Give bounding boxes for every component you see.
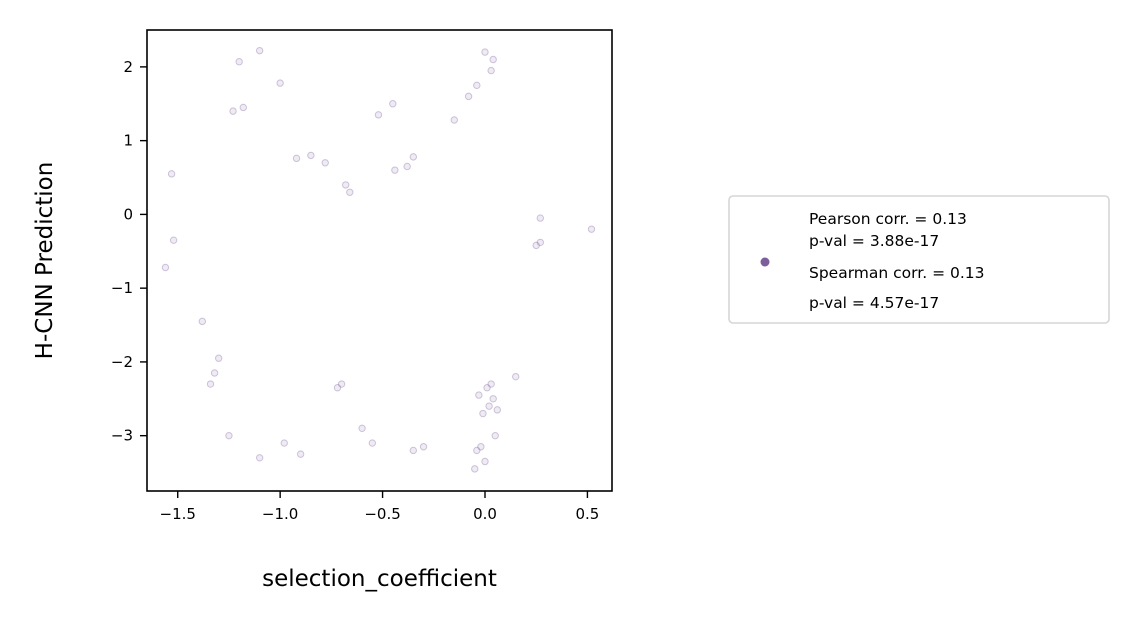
y-tick-label: 2 [123,58,133,76]
y-tick-label: 0 [123,205,133,223]
scatter-point [493,406,501,414]
y-tick-label: −3 [111,427,133,445]
scatter-point [169,236,178,244]
scatter-point [280,439,288,447]
y-tick-label: −1 [111,279,133,297]
scatter-point [214,354,223,362]
scatter-point [307,151,315,160]
x-tick-label: 0.0 [473,505,497,523]
scatter-point [276,79,284,87]
scatter-point [512,372,520,381]
scatter-point [255,46,264,55]
scatter-point [346,188,354,196]
x-axis: −1.5 −1.0 −0.5 0.0 0.5 [160,491,599,523]
y-tick-label: 1 [123,132,133,150]
scatter-point [198,317,207,326]
scatter-point [471,465,479,473]
scatter-point [235,58,243,66]
scatter-point [333,384,342,392]
legend-marker [760,257,770,267]
scatter-point [481,48,489,56]
scatter-point [532,241,540,250]
scatter-point [368,439,377,447]
scatter-point [464,92,473,101]
scatter-point [239,103,247,112]
y-axis-label: H-CNN Prediction [32,162,58,360]
plot-background [147,30,612,491]
scatter-point [210,369,219,377]
scatter-point [536,214,545,222]
legend: Pearson corr. = 0.13 p-val = 3.88e-17 Sp… [728,195,1110,324]
scatter-point [473,446,481,455]
scatter-point [225,431,233,440]
scatter-point [536,238,545,247]
scatter-point [485,402,493,410]
scatter-point [337,380,346,388]
x-tick-label: −1.5 [160,505,196,523]
scatter-point [358,424,366,433]
scatter-point [419,443,428,451]
y-tick-label: −2 [111,353,133,371]
scatter-point [389,100,397,108]
legend-frame [728,195,1110,324]
legend-line-pearson: Pearson corr. = 0.13 [809,210,967,228]
scatter-point [255,454,264,462]
legend-line-pearson-pval: p-val = 3.88e-17 [809,232,939,250]
scatter-point [229,107,237,115]
y-axis: 2 1 0 −1 −2 −3 [111,58,147,445]
x-tick-label: −0.5 [364,505,400,523]
scatter-point [391,166,399,174]
scatter-point [409,153,417,161]
scatter-point [481,457,489,466]
plot-frame [146,29,613,492]
scatter-point [475,391,483,399]
scatter-point [489,55,497,64]
scatter-point [296,450,305,458]
scatter-point [161,263,170,272]
x-tick-label: −1.0 [262,505,298,523]
scatter-point [489,395,497,403]
scatter-point [487,66,495,75]
scatter-point [403,162,411,171]
scatter-point [206,380,215,388]
scatter-point [479,409,487,418]
scatter-point [450,116,458,124]
scatter-point [473,81,481,90]
scatter-point [491,431,499,440]
scatter-point [374,111,383,119]
scatter-point [587,225,596,233]
x-tick-label: 0.5 [575,505,599,523]
scatter-point [321,159,329,167]
scatter-point [483,384,491,392]
scatter-points [161,46,596,473]
scatter-point [487,380,495,388]
scatter-point [409,446,417,455]
scatter-point [342,181,350,189]
legend-line-spearman-pval: p-val = 4.57e-17 [809,294,939,312]
x-axis-label: selection_coefficient [262,566,497,592]
scatter-point [477,443,485,451]
scatter-point [167,170,176,178]
legend-line-spearman: Spearman corr. = 0.13 [809,264,985,282]
scatter-point [292,154,301,163]
